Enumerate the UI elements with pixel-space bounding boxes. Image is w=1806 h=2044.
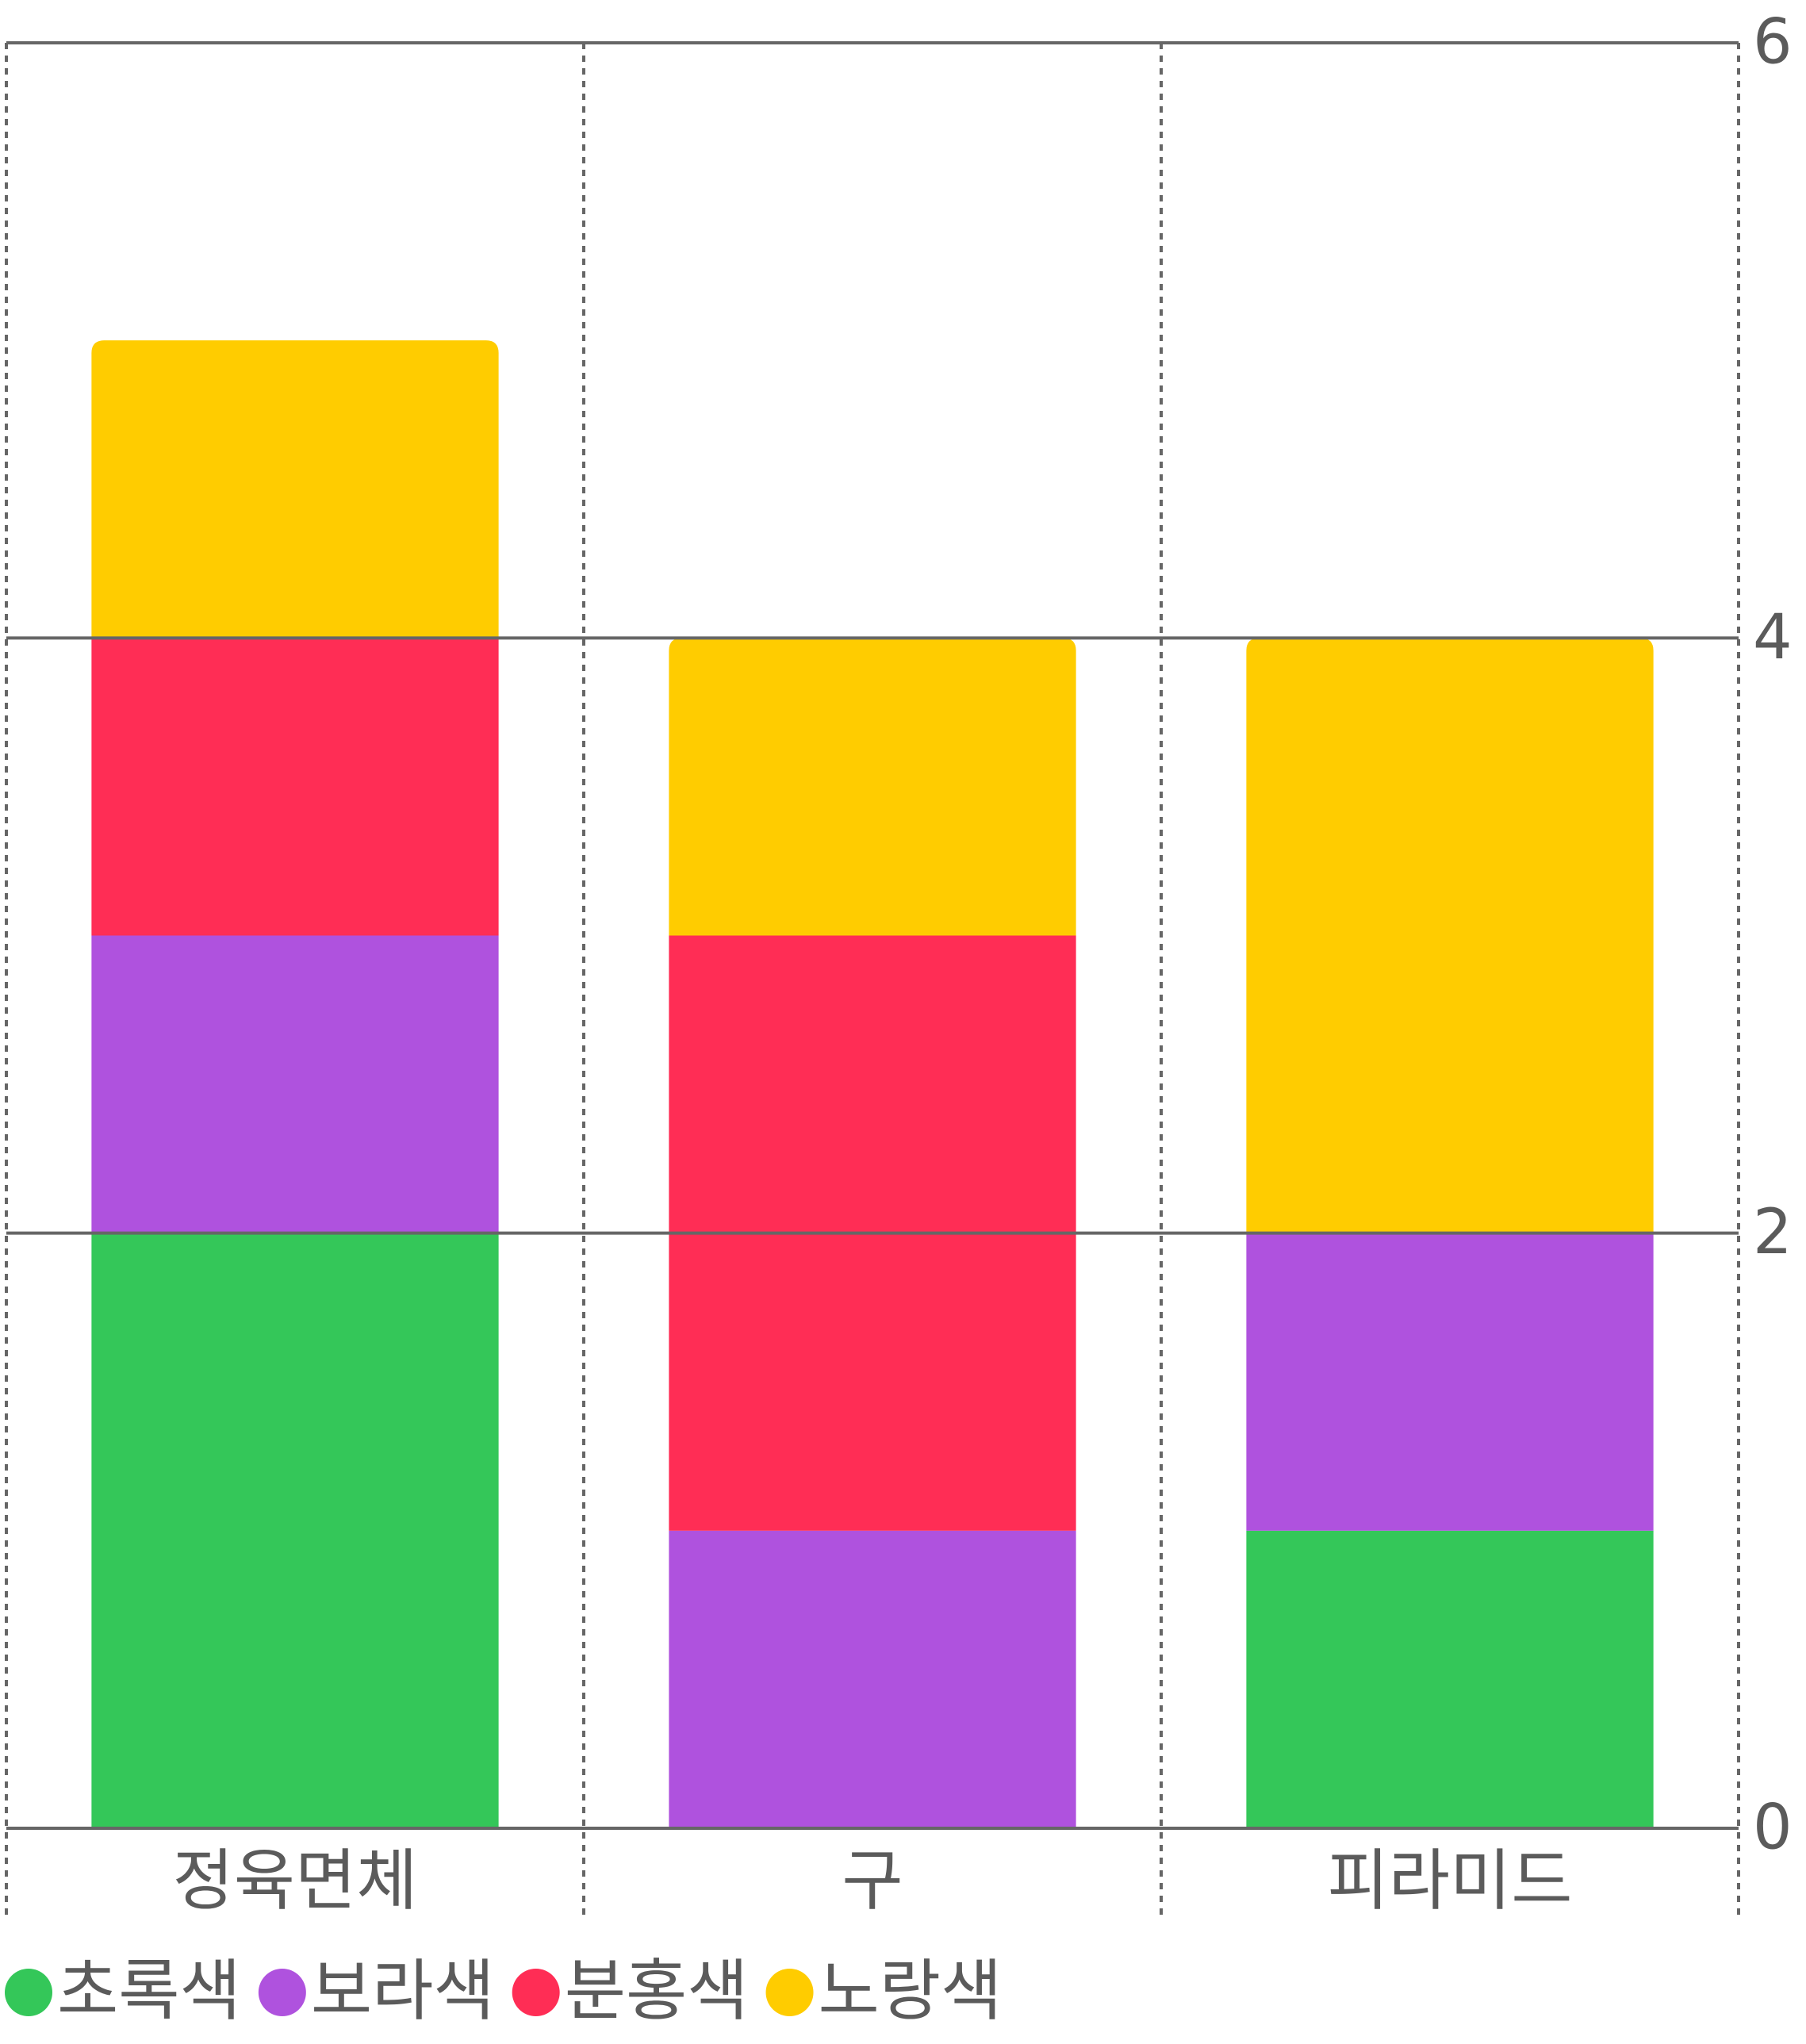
bar-segment — [91, 935, 499, 1233]
x-tick-label: 구 — [842, 1842, 903, 1919]
bar-segment — [91, 1233, 499, 1828]
bar-segment — [1246, 1530, 1654, 1828]
bar-segment — [669, 638, 1076, 936]
legend-label: 노랑색 — [819, 1952, 1003, 2030]
legend-swatch — [5, 1969, 52, 2016]
legend-label: 분홍색 — [565, 1952, 749, 2030]
y-tick-label: 0 — [1753, 1792, 1793, 1863]
legend-label: 초록색 — [57, 1952, 241, 2030]
bar-segment — [1246, 1233, 1654, 1531]
legend-label: 보라색 — [311, 1952, 495, 2030]
bar-segment — [1246, 638, 1654, 1233]
y-tick-label: 2 — [1753, 1197, 1793, 1268]
x-tick-label: 정육면체 — [172, 1842, 417, 1919]
x-tick-label: 피라미드 — [1327, 1842, 1572, 1919]
bar-segment — [91, 340, 499, 639]
legend-swatch — [258, 1969, 306, 2016]
legend-swatch — [512, 1969, 560, 2016]
y-tick-label: 6 — [1753, 6, 1793, 78]
bar-segment — [91, 638, 499, 936]
y-tick-label: 4 — [1753, 602, 1793, 673]
legend-swatch — [765, 1969, 814, 2016]
bar-segment — [669, 1530, 1076, 1828]
